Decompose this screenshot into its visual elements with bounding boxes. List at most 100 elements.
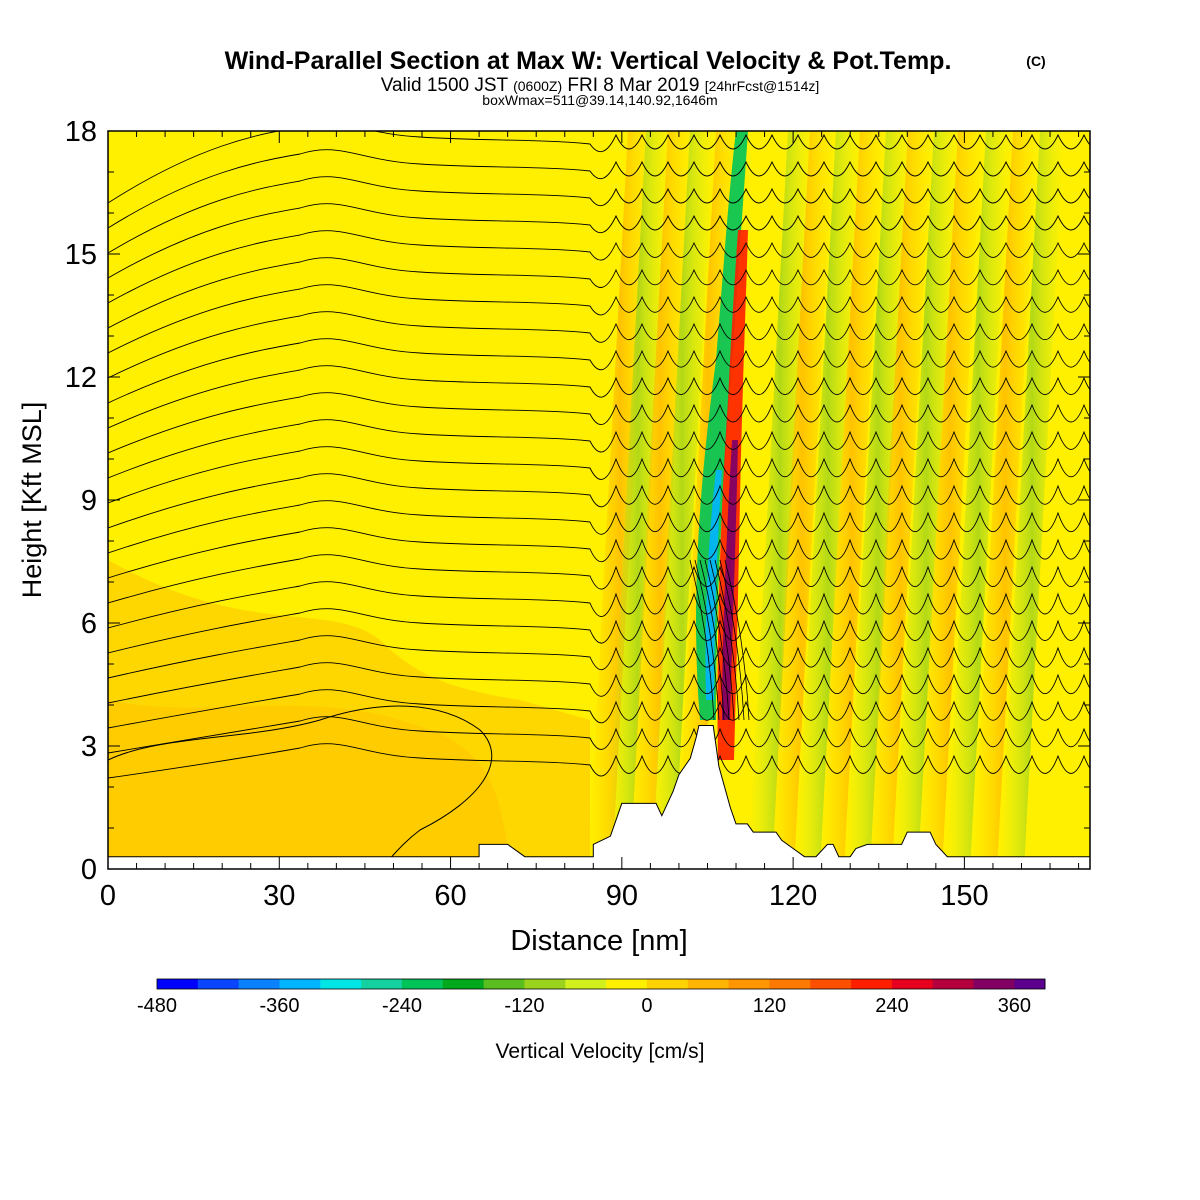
theta-contour bbox=[108, 176, 1090, 254]
theta-contour bbox=[108, 257, 1090, 329]
wave-band bbox=[628, 131, 692, 869]
x-tick-label: 30 bbox=[263, 880, 295, 912]
theta-contour bbox=[689, 559, 715, 721]
y-axis-label: Height [Kft MSL] bbox=[17, 402, 47, 599]
wave-band bbox=[796, 131, 860, 869]
y-tick-label: 3 bbox=[81, 731, 97, 763]
updraft-region bbox=[108, 700, 510, 869]
y-tick-label: 9 bbox=[81, 485, 97, 517]
downdraft-core bbox=[705, 470, 722, 700]
wave-band bbox=[650, 131, 714, 869]
colorbar-swatch bbox=[606, 979, 648, 989]
wave-band bbox=[946, 131, 1010, 869]
colorbar-swatch bbox=[565, 979, 607, 989]
wave-band bbox=[868, 131, 932, 869]
colorbar-swatch bbox=[810, 979, 852, 989]
wave-band bbox=[606, 131, 670, 869]
theta-contour bbox=[108, 473, 1090, 529]
chart-title: Wind-Parallel Section at Max W: Vertical… bbox=[225, 47, 952, 75]
wave-band bbox=[846, 131, 910, 869]
theta-contour bbox=[108, 131, 1090, 204]
subtitle-valid: Valid 1500 JST bbox=[381, 75, 509, 96]
axis-ticks: 0 30 60 90 120 150 0 3 6 9 12 15 18 bbox=[65, 116, 1090, 912]
x-axis-label: Distance [nm] bbox=[510, 925, 687, 957]
theta-contour bbox=[108, 365, 1090, 429]
wave-band bbox=[1000, 131, 1064, 869]
colorbar-tick-label: 0 bbox=[641, 995, 652, 1017]
y-tick-label: 6 bbox=[81, 608, 97, 640]
colorbar-swatch bbox=[1014, 979, 1046, 989]
colorbar-swatch bbox=[361, 979, 403, 989]
colorbar-swatch bbox=[320, 979, 362, 989]
wave-band bbox=[894, 131, 958, 869]
title-unit: (C) bbox=[1026, 53, 1045, 69]
theta-contour bbox=[108, 500, 1090, 554]
y-tick-label: 15 bbox=[65, 239, 97, 271]
y-tick-label: 18 bbox=[65, 116, 97, 148]
theta-contour bbox=[108, 527, 1090, 579]
wave-band bbox=[973, 131, 1037, 869]
theta-contour bbox=[108, 705, 493, 869]
colorbar-swatch bbox=[524, 979, 566, 989]
theta-contour bbox=[108, 230, 1090, 304]
chart-note: boxWmax=511@39.14,140.92,1646m bbox=[482, 92, 717, 108]
x-tick-label: 0 bbox=[100, 880, 116, 912]
theta-contour bbox=[714, 559, 740, 721]
theta-contour bbox=[108, 716, 1090, 754]
x-tick-label: 60 bbox=[434, 880, 466, 912]
subtitle-zulu: (0600Z) bbox=[513, 78, 562, 94]
colorbar-swatch bbox=[646, 979, 689, 989]
theta-contour bbox=[108, 635, 1090, 679]
subtitle-date: FRI 8 Mar 2019 bbox=[567, 75, 699, 96]
theta-contour bbox=[709, 559, 735, 721]
colorbar-swatch bbox=[932, 979, 974, 989]
potential-temperature-contours bbox=[108, 131, 1090, 869]
theta-contour bbox=[108, 203, 1090, 279]
terrain bbox=[107, 725, 1091, 870]
theta-contour bbox=[108, 392, 1090, 454]
x-tick-label: 120 bbox=[769, 880, 817, 912]
theta-contour bbox=[699, 559, 725, 721]
theta-contour bbox=[108, 581, 1090, 629]
theta-contour bbox=[108, 446, 1090, 504]
colorbar-tick-label: -480 bbox=[137, 995, 177, 1017]
colorbar-swatch bbox=[483, 979, 525, 989]
theta-contour bbox=[108, 743, 1090, 779]
x-tick-label: 90 bbox=[606, 880, 638, 912]
theta-contour bbox=[108, 338, 1090, 404]
colorbar-tick-label: -360 bbox=[259, 995, 299, 1017]
x-tick-label: 150 bbox=[940, 880, 988, 912]
theta-contour bbox=[724, 559, 750, 721]
theta-contour bbox=[694, 559, 720, 721]
colorbar-frame bbox=[156, 978, 1046, 990]
colorbar-swatch bbox=[157, 979, 199, 989]
colorbar-swatch bbox=[402, 979, 444, 989]
y-tick-label: 0 bbox=[81, 854, 97, 886]
colorbar-tick-label: 120 bbox=[753, 995, 786, 1017]
colorbar-tick-label: -240 bbox=[382, 995, 422, 1017]
colorbar-swatch bbox=[851, 979, 893, 989]
colorbar-swatch bbox=[973, 979, 1015, 989]
y-tick-label: 12 bbox=[65, 362, 97, 394]
theta-contour bbox=[108, 419, 1090, 479]
chart-subtitle: Valid 1500 JST (0600Z) FRI 8 Mar 2019 [2… bbox=[381, 75, 820, 96]
colorbar-label: Vertical Velocity [cm/s] bbox=[496, 1040, 705, 1063]
theta-contour bbox=[719, 559, 745, 721]
theta-contour bbox=[108, 689, 1090, 729]
wave-band bbox=[770, 131, 834, 869]
colorbar-tick-label: 360 bbox=[998, 995, 1031, 1017]
wave-band bbox=[820, 131, 884, 869]
theta-contour bbox=[108, 662, 1090, 704]
colorbar-swatch bbox=[687, 979, 730, 989]
colorbar-swatch bbox=[728, 979, 770, 989]
colorbar-swatch bbox=[769, 979, 811, 989]
theta-contour bbox=[108, 284, 1090, 354]
colorbar-tick-label: 240 bbox=[875, 995, 908, 1017]
plot-area: 0 30 60 90 120 150 0 3 6 9 12 15 18 bbox=[65, 116, 1091, 912]
colorbar-swatch bbox=[238, 979, 280, 989]
colorbar-swatch bbox=[442, 979, 485, 989]
subtitle-forecast: [24hrFcst@1514z] bbox=[705, 78, 820, 94]
theta-contour bbox=[108, 608, 1090, 654]
colorbar: -480 -360 -240 -120 0 120 240 360 bbox=[137, 978, 1046, 1017]
